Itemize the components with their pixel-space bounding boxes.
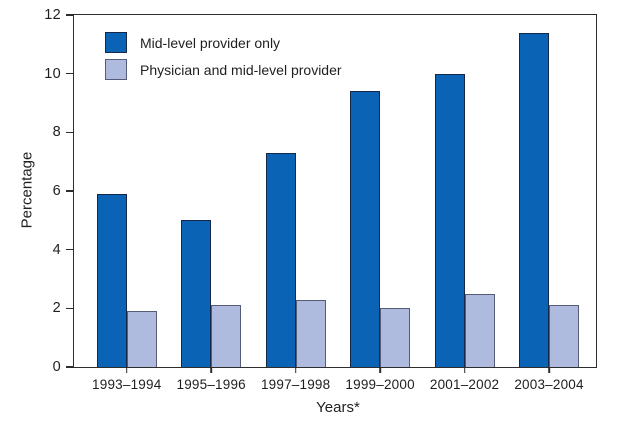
x-tick-mark — [463, 367, 466, 373]
bar-group — [96, 15, 157, 367]
legend-label: Physician and mid-level provider — [140, 61, 342, 78]
bar-dark — [434, 73, 465, 367]
x-axis-title: Years* — [316, 399, 360, 416]
y-axis-title: Percentage — [18, 151, 36, 229]
x-tick-mark — [210, 367, 212, 373]
x-tick-label: 2001–2002 — [429, 377, 500, 392]
y-tick-label: 6 — [52, 183, 61, 199]
legend-swatch — [105, 59, 127, 80]
y-tick-label: 10 — [44, 65, 61, 82]
x-tick-label: 1999–2000 — [345, 377, 415, 392]
x-tick-label: 1993–1994 — [92, 377, 162, 392]
x-tick-mark — [125, 367, 128, 373]
x-tick-label: 2003–2004 — [514, 377, 584, 392]
legend-row: Mid-level provider only — [105, 32, 342, 53]
bar-dark — [350, 91, 381, 367]
y-tick-label: 2 — [52, 300, 61, 317]
y-tick-mark — [66, 366, 74, 368]
x-tick-label: 1995–1996 — [176, 377, 246, 392]
bar-light — [380, 308, 411, 367]
bar-light — [549, 305, 580, 367]
bar-light — [295, 299, 326, 367]
bar-dark — [96, 193, 127, 367]
y-tick-mark — [66, 248, 74, 251]
y-tick-mark — [66, 307, 74, 310]
legend-row: Physician and mid-level provider — [105, 59, 342, 80]
bar-light — [211, 305, 242, 367]
bar-group — [265, 15, 326, 367]
y-tick-label: 0 — [52, 359, 61, 375]
bar-group — [350, 15, 411, 367]
x-tick-mark — [379, 367, 381, 373]
bar-dark — [265, 152, 296, 367]
y-tick-label: 12 — [44, 7, 61, 23]
plot-area: Mid-level provider only Physician and mid… — [44, 7, 597, 392]
y-tick-label: 8 — [52, 124, 61, 141]
bar-group — [434, 15, 495, 367]
x-tick-label: 1997–1998 — [260, 377, 331, 392]
legend-swatch — [105, 32, 127, 53]
y-tick-label: 4 — [52, 241, 61, 258]
x-tick-mark — [294, 367, 297, 373]
y-tick-mark — [66, 190, 74, 192]
y-tick-mark — [66, 131, 74, 134]
bar-light — [464, 293, 495, 367]
bar-group — [181, 15, 242, 367]
bar-light — [126, 311, 157, 367]
y-tick-mark — [66, 72, 74, 75]
x-tick-mark — [548, 367, 550, 373]
bar-dark — [519, 32, 550, 367]
bar-dark — [181, 220, 212, 367]
legend: Mid-level provider only Physician and mid… — [105, 32, 342, 80]
y-tick-mark — [66, 14, 74, 16]
legend-label: Mid-level provider only — [140, 34, 281, 51]
bar-group — [519, 15, 580, 367]
